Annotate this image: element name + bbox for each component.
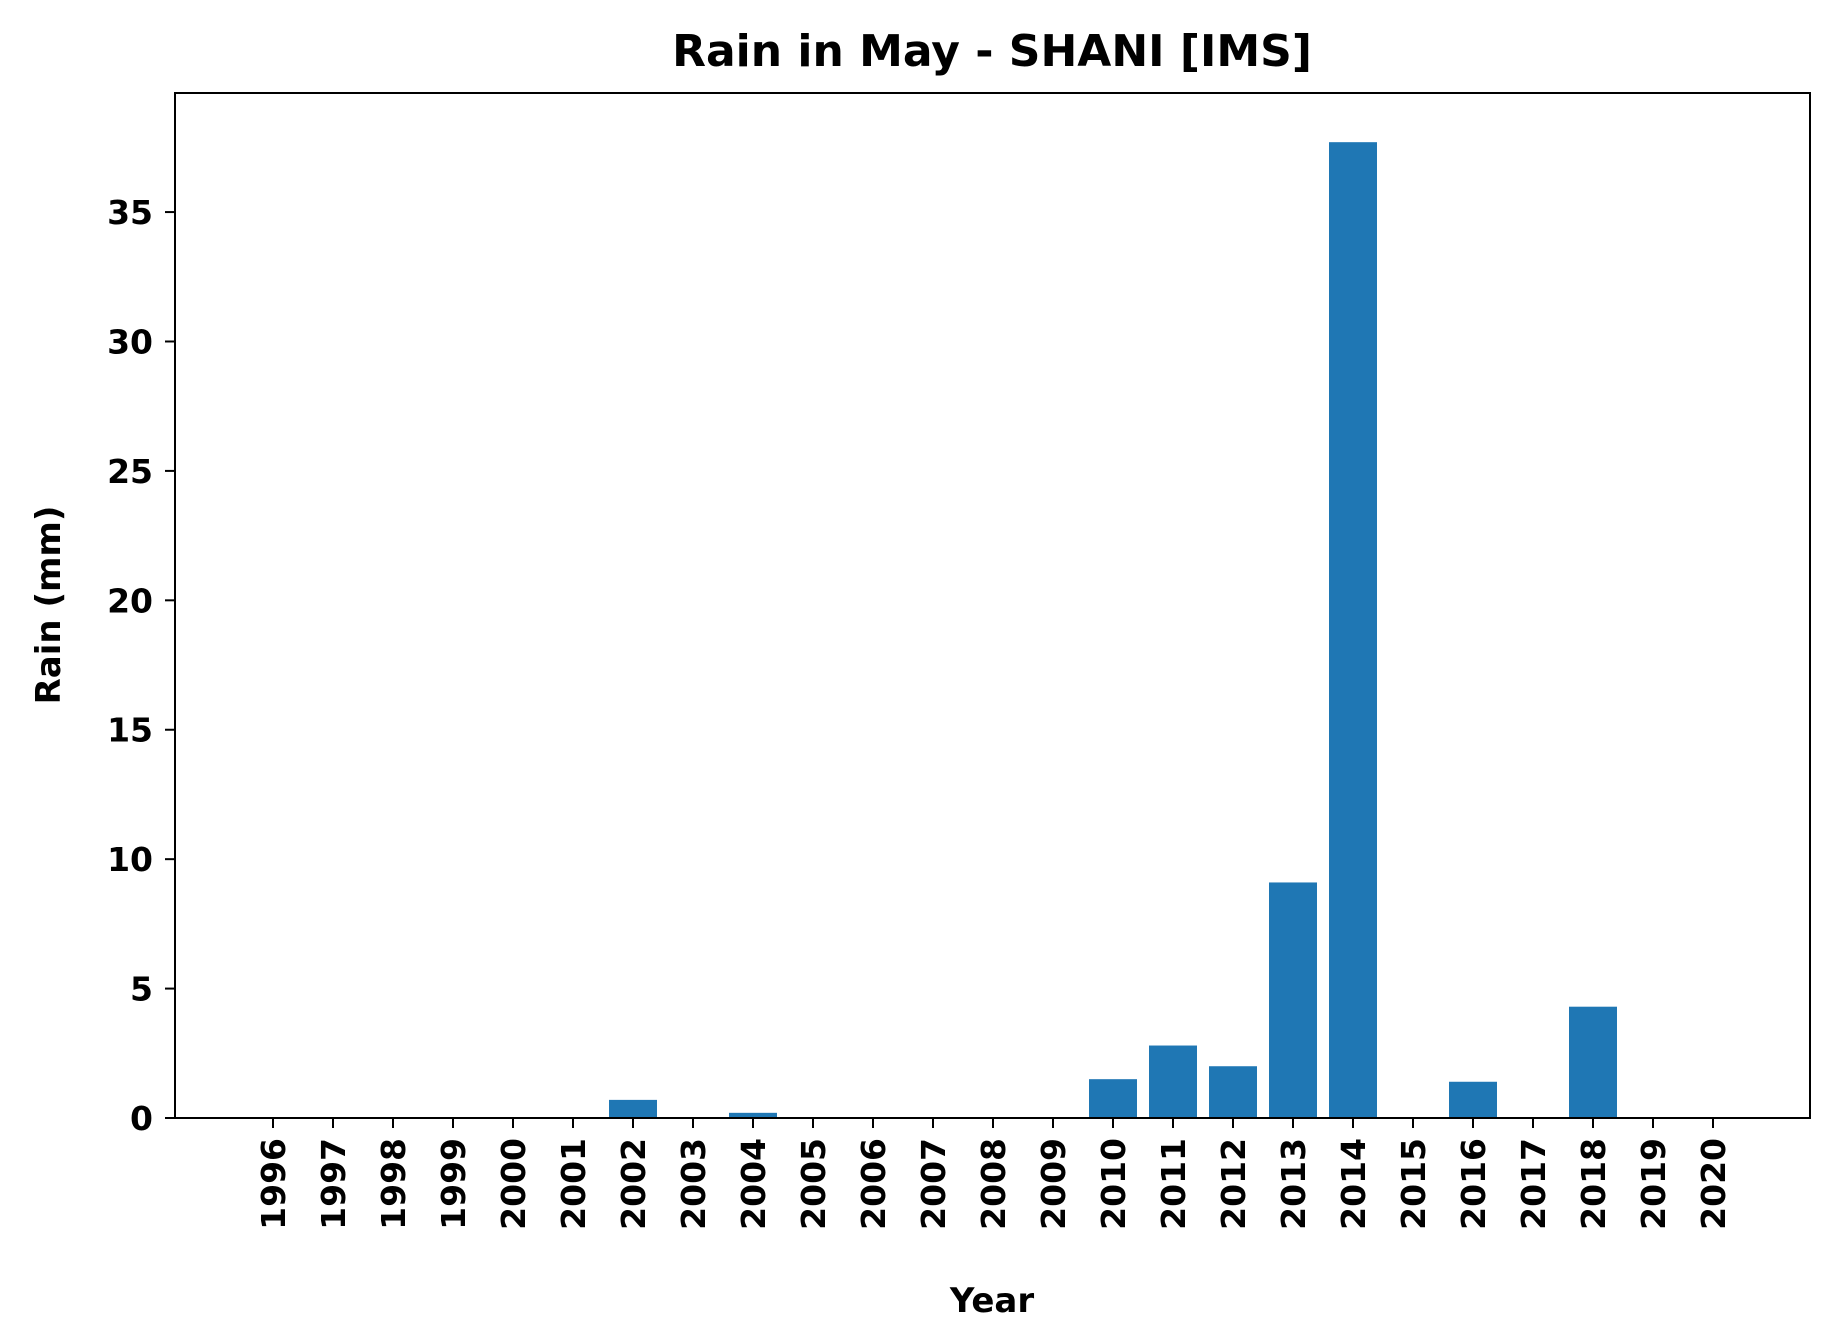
bar-2012 — [1209, 1066, 1257, 1118]
bar-2013 — [1269, 882, 1317, 1118]
x-tick-label: 2005 — [794, 1138, 833, 1230]
x-tick-label: 2004 — [734, 1138, 773, 1230]
bar-2018 — [1569, 1006, 1617, 1118]
bar-2004 — [729, 1112, 777, 1118]
y-tick-label: 20 — [107, 581, 153, 620]
x-tick-label: 2013 — [1274, 1138, 1313, 1230]
y-axis: 0 5 10 15 20 25 30 35 — [107, 193, 175, 1138]
chart-title: Rain in May - SHANI [IMS] — [672, 26, 1312, 77]
bar-2010 — [1089, 1079, 1137, 1118]
y-tick-label: 25 — [107, 452, 153, 491]
plot-frame — [174, 92, 1811, 1119]
x-tick-label: 2007 — [914, 1138, 953, 1230]
x-tick-label: 2016 — [1454, 1138, 1493, 1230]
x-tick-label: 2014 — [1334, 1138, 1373, 1230]
bar-2011 — [1149, 1045, 1197, 1118]
bar-2016 — [1449, 1081, 1497, 1118]
x-tick-label: 2012 — [1214, 1138, 1253, 1230]
y-tick-label: 10 — [107, 840, 153, 879]
x-tick-label: 2010 — [1094, 1138, 1133, 1230]
x-axis-label: Year — [949, 1281, 1035, 1321]
x-tick-label: 2001 — [554, 1138, 593, 1230]
x-tick-label: 2015 — [1394, 1138, 1433, 1230]
y-tick-label: 0 — [130, 1099, 153, 1138]
bars — [609, 142, 1617, 1118]
x-tick-label: 2002 — [614, 1138, 653, 1230]
x-tick-label: 2003 — [674, 1138, 713, 1230]
x-tick-label: 1996 — [254, 1138, 293, 1230]
bar-2014 — [1329, 142, 1377, 1118]
x-tick-label: 1997 — [314, 1138, 353, 1230]
y-tick-label: 5 — [130, 970, 153, 1009]
x-tick-label: 1998 — [374, 1138, 413, 1230]
x-axis: 1996 1997 1998 1999 2000 2001 2002 2003 2004 2005… — [254, 1118, 1733, 1230]
y-tick-label: 35 — [107, 193, 153, 232]
y-tick-label: 30 — [107, 322, 153, 361]
x-tick-label: 2006 — [854, 1138, 893, 1230]
x-tick-label: 2009 — [1034, 1138, 1073, 1230]
y-axis-label: Rain (mm) — [29, 506, 69, 705]
bar-2002 — [609, 1099, 657, 1118]
y-tick-label: 15 — [107, 711, 153, 750]
x-tick-label: 2019 — [1634, 1138, 1673, 1230]
x-tick-label: 2018 — [1574, 1138, 1613, 1230]
x-tick-label: 1999 — [434, 1138, 473, 1230]
x-tick-label: 2020 — [1694, 1138, 1733, 1230]
x-tick-label: 2008 — [974, 1138, 1013, 1230]
x-tick-label: 2011 — [1154, 1138, 1193, 1230]
x-tick-label: 2017 — [1514, 1138, 1553, 1230]
x-tick-label: 2000 — [494, 1138, 533, 1230]
